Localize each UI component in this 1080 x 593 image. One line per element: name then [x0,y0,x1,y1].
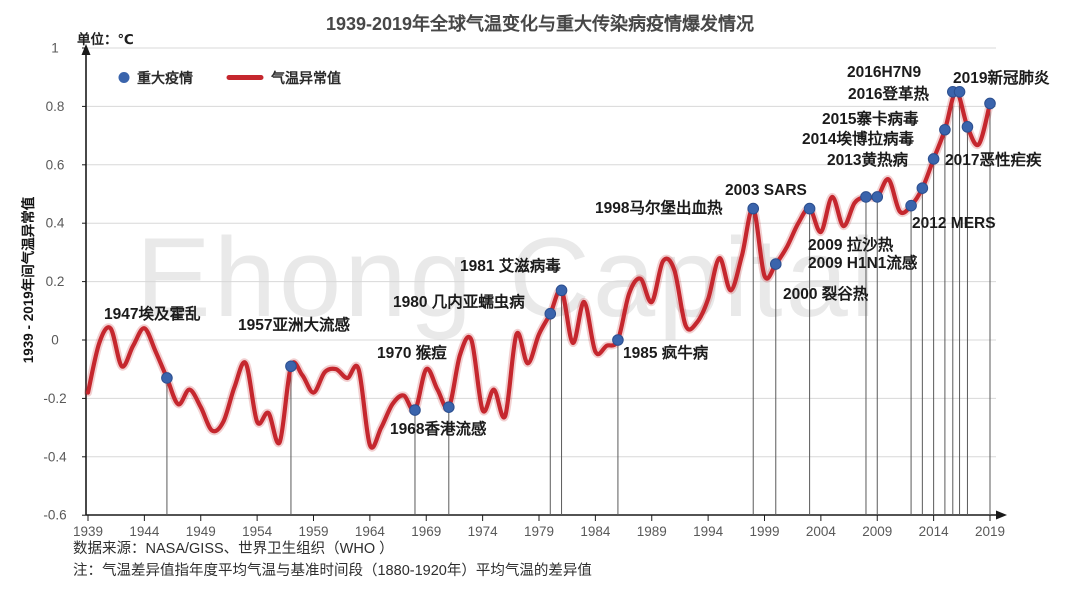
epidemic-dot [961,121,974,133]
legend-epidemic-label: 重大疫情 [137,70,193,86]
legend: 重大疫情 气温异常值 [118,70,341,86]
y-tick-label: -0.6 [43,508,66,523]
epidemic-label: 1970 猴痘 [377,343,447,362]
epidemic-label: 2017恶性疟疾 [945,150,1042,169]
temperature-curve [85,89,993,450]
legend-epidemic-dot [118,72,130,83]
x-tick-label: 1994 [693,524,724,539]
y-axis-arrow [81,44,91,55]
epidemic-dot [916,182,929,194]
epidemic-dot [905,199,917,212]
epidemic-label: 2012 MERS [912,215,996,232]
x-tick-label: 2004 [806,524,837,539]
y-tick-label: -0.4 [43,449,67,464]
epidemic-dot [285,360,297,373]
y-tick-label: 0.2 [46,274,65,289]
epidemic-label: 1981 艾滋病毒 [460,256,561,275]
x-tick-label: 1999 [749,524,779,539]
x-tick-label: 2014 [919,524,950,539]
x-tick-label: 1959 [298,524,328,539]
epidemic-dot [612,334,624,346]
epidemic-label: 2003 SARS [725,182,807,199]
epidemic-label: 1998马尔堡出血热 [595,198,723,217]
x-axis-arrow [996,510,1007,520]
x-tick-label: 1964 [355,524,386,539]
epidemic-label: 2009 拉沙热 [808,235,894,254]
y-tick-label: 0 [51,333,59,348]
epidemic-label: 2016登革热 [848,84,929,103]
epidemic-dot [555,284,568,297]
x-tick-label: 1974 [468,524,499,539]
epidemic-label: 2019新冠肺炎 [953,68,1050,87]
epidemic-dot [409,404,421,416]
legend-anomaly-label: 气温异常值 [270,70,341,86]
epidemic-label: 2016H7N9 [847,64,921,81]
unit-label: 单位：℃ [77,32,134,47]
page-title: 1939-2019年全球气温变化与重大传染病疫情爆发情况 [325,14,755,34]
epidemic-label: 2014埃博拉病毒 [802,129,914,148]
x-tick-label: 1949 [186,524,216,539]
epidemic-dot [443,401,455,413]
epidemic-dot [747,202,760,215]
epidemic-dot [161,372,173,384]
epidemic-label: 1980 几内亚蠕虫病 [393,292,525,311]
x-tick-label: 1979 [524,524,554,539]
y-tick-label: 0.4 [46,216,65,231]
y-tick-label: -0.2 [43,391,66,406]
y-tick-label: 1 [51,41,59,56]
watermark-text: Ehong Capital [136,215,879,340]
y-tick-label: 0.6 [46,157,65,172]
epidemic-label: 1957亚洲大流感 [238,315,350,334]
x-tick-label: 1989 [637,524,667,539]
x-tick-label: 1939 [73,524,103,539]
epidemic-label: 1968香港流感 [390,419,487,438]
x-tick-label: 1944 [129,524,160,539]
epidemic-dot [860,191,872,203]
epidemic-label: 1947埃及霍乱 [104,304,201,323]
x-tick-label: 2019 [975,524,1005,539]
epidemic-label: 2013黄热病 [827,150,908,169]
x-tick-label: 2009 [862,524,892,539]
epidemic-dot [769,258,782,270]
x-tick-label: 1969 [411,524,441,539]
definition-note: 注：气温差异值指年度平均气温与基准时间段（1880-1920年）平均气温的差异值 [73,563,592,579]
epidemic-dot [939,123,951,136]
data-source-note: 数据来源：NASA/GISS、世界卫生组织（WHO ） [73,541,394,557]
epidemic-dot [927,153,940,165]
y-tick-label: 0.8 [46,99,65,114]
epidemic-label: 2009 H1N1流感 [808,253,918,272]
x-tick-label: 1984 [580,524,611,539]
epidemic-dot [803,202,816,215]
x-tick-label: 1954 [242,524,273,539]
epidemic-dot [984,97,996,110]
epidemic-label: 2000 裂谷热 [783,284,869,303]
epidemic-dot [544,307,557,320]
epidemic-label: 1985 疯牛病 [623,343,709,362]
epidemic-label: 2015寨卡病毒 [822,109,919,128]
epidemic-dot [871,191,884,203]
epidemic-dot [953,86,966,98]
y-axis-title: 1939 - 2019年间气温异常值 [21,196,36,364]
